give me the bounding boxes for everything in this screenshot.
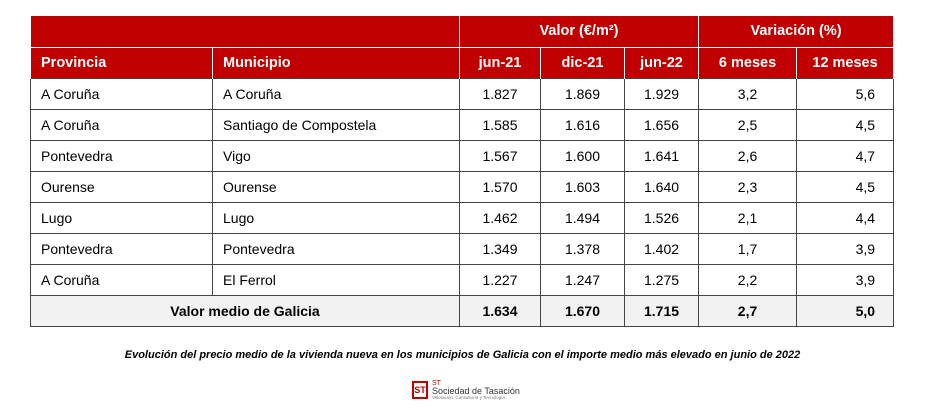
table-row: Pontevedra Vigo 1.567 1.600 1.641 2,6 4,7 bbox=[30, 139, 895, 172]
table-cell: Pontevedra bbox=[30, 139, 213, 172]
column-header: jun-21 bbox=[459, 47, 541, 78]
table-body: A Coruña A Coruña 1.827 1.869 1.929 3,2 5,6 A C… bbox=[30, 77, 895, 327]
footer-cell: 2,7 bbox=[698, 294, 798, 327]
table-cell: 1.600 bbox=[540, 139, 625, 172]
table-cell: Pontevedra bbox=[30, 232, 213, 265]
table-cell: Lugo bbox=[212, 201, 460, 234]
table-cell: Ourense bbox=[30, 170, 213, 203]
table-cell: 2,2 bbox=[698, 263, 798, 296]
table-cell: 1.462 bbox=[459, 201, 541, 234]
table-row: A Coruña Santiago de Compostela 1.585 1.616… bbox=[30, 108, 895, 141]
table-cell: 1.526 bbox=[623, 201, 700, 234]
table-cell: 4,5 bbox=[796, 170, 895, 203]
column-header: 12 meses bbox=[796, 47, 895, 78]
table-cell: A Coruña bbox=[30, 108, 213, 141]
logo-text: ST Sociedad de Tasación Valoración, Cons… bbox=[432, 380, 520, 401]
table-cell: 1.603 bbox=[540, 170, 625, 203]
table-cell: 3,9 bbox=[796, 263, 895, 296]
table-row: Ourense Ourense 1.570 1.603 1.640 2,3 4,5 bbox=[30, 170, 895, 203]
table-cell: Ourense bbox=[212, 170, 460, 203]
table-cell: 1.869 bbox=[540, 77, 625, 110]
table-cell: 4,5 bbox=[796, 108, 895, 141]
footer-cell: 1.715 bbox=[623, 294, 700, 327]
table-cell: 1.494 bbox=[540, 201, 625, 234]
table-cell: 1.616 bbox=[540, 108, 625, 141]
logo: ST ST Sociedad de Tasación Valoración, C… bbox=[412, 380, 520, 401]
column-header: dic-21 bbox=[540, 47, 625, 78]
table-cell: 1.929 bbox=[623, 77, 700, 110]
table-cell: El Ferrol bbox=[212, 263, 460, 296]
table-cell: 4,7 bbox=[796, 139, 895, 172]
table-cell: 4,4 bbox=[796, 201, 895, 234]
table-cell: 3,9 bbox=[796, 232, 895, 265]
footer-cell: 1.634 bbox=[459, 294, 541, 327]
table-cell: A Coruña bbox=[30, 77, 213, 110]
table-cell: 2,5 bbox=[698, 108, 798, 141]
logo-mark: ST bbox=[412, 381, 428, 400]
footer-cell: 5,0 bbox=[796, 294, 895, 327]
table-row: Lugo Lugo 1.462 1.494 1.526 2,1 4,4 bbox=[30, 201, 895, 234]
column-header: jun-22 bbox=[623, 47, 700, 78]
footer-label: Valor medio de Galicia bbox=[30, 294, 460, 327]
table-cell: 1.570 bbox=[459, 170, 541, 203]
table-cell: 1.378 bbox=[540, 232, 625, 265]
column-header: 6 meses bbox=[698, 47, 798, 78]
table-cell: 1.567 bbox=[459, 139, 541, 172]
column-header: Provincia bbox=[30, 47, 213, 78]
price-table: Valor (€/m²) Variación (%) Provincia Muni… bbox=[30, 16, 895, 327]
table-cell: 1.640 bbox=[623, 170, 700, 203]
table-row: A Coruña El Ferrol 1.227 1.247 1.275 2,2 3,9 bbox=[30, 263, 895, 296]
table-cell: 1.585 bbox=[459, 108, 541, 141]
table-row: A Coruña A Coruña 1.827 1.869 1.929 3,2 5,6 bbox=[30, 77, 895, 110]
table-cell: 1.402 bbox=[623, 232, 700, 265]
logo-name: Sociedad de Tasación bbox=[432, 386, 520, 396]
table-cell: A Coruña bbox=[30, 263, 213, 296]
footer-cell: 1.670 bbox=[540, 294, 625, 327]
table-cell: Pontevedra bbox=[212, 232, 460, 265]
table-cell: Lugo bbox=[30, 201, 213, 234]
table-cell: 1.827 bbox=[459, 77, 541, 110]
table-cell: Santiago de Compostela bbox=[212, 108, 460, 141]
footer-row: Valor medio de Galicia 1.634 1.670 1.715 2,7… bbox=[30, 294, 895, 327]
table-cell: 1,7 bbox=[698, 232, 798, 265]
group-header-row: Valor (€/m²) Variación (%) bbox=[30, 16, 895, 48]
table-cell: 1.656 bbox=[623, 108, 700, 141]
table-cell: A Coruña bbox=[212, 77, 460, 110]
table-row: Pontevedra Pontevedra 1.349 1.378 1.402 1,7 3,… bbox=[30, 232, 895, 265]
table-cell: 1.641 bbox=[623, 139, 700, 172]
logo-st: ST bbox=[432, 380, 441, 387]
table-cell: 1.349 bbox=[459, 232, 541, 265]
table-cell: 1.227 bbox=[459, 263, 541, 296]
table-cell: 1.247 bbox=[540, 263, 625, 296]
column-header-row: Provincia Municipio jun-21 dic-21 jun-22 6 me… bbox=[30, 47, 895, 78]
table-cell: 1.275 bbox=[623, 263, 700, 296]
table-cell: 2,6 bbox=[698, 139, 798, 172]
table-cell: 2,3 bbox=[698, 170, 798, 203]
group-header: Variación (%) bbox=[698, 16, 895, 48]
logo-tagline: Valoración, Consultoría y Tecnología bbox=[432, 395, 505, 400]
table-cell: 3,2 bbox=[698, 77, 798, 110]
table-cell: Vigo bbox=[212, 139, 460, 172]
caption: Evolución del precio medio de la viviend… bbox=[124, 349, 801, 361]
header-spacer bbox=[30, 16, 460, 48]
column-header: Municipio bbox=[212, 47, 460, 78]
group-header: Valor (€/m²) bbox=[458, 16, 700, 48]
table-cell: 2,1 bbox=[698, 201, 798, 234]
table-cell: 5,6 bbox=[796, 77, 895, 110]
